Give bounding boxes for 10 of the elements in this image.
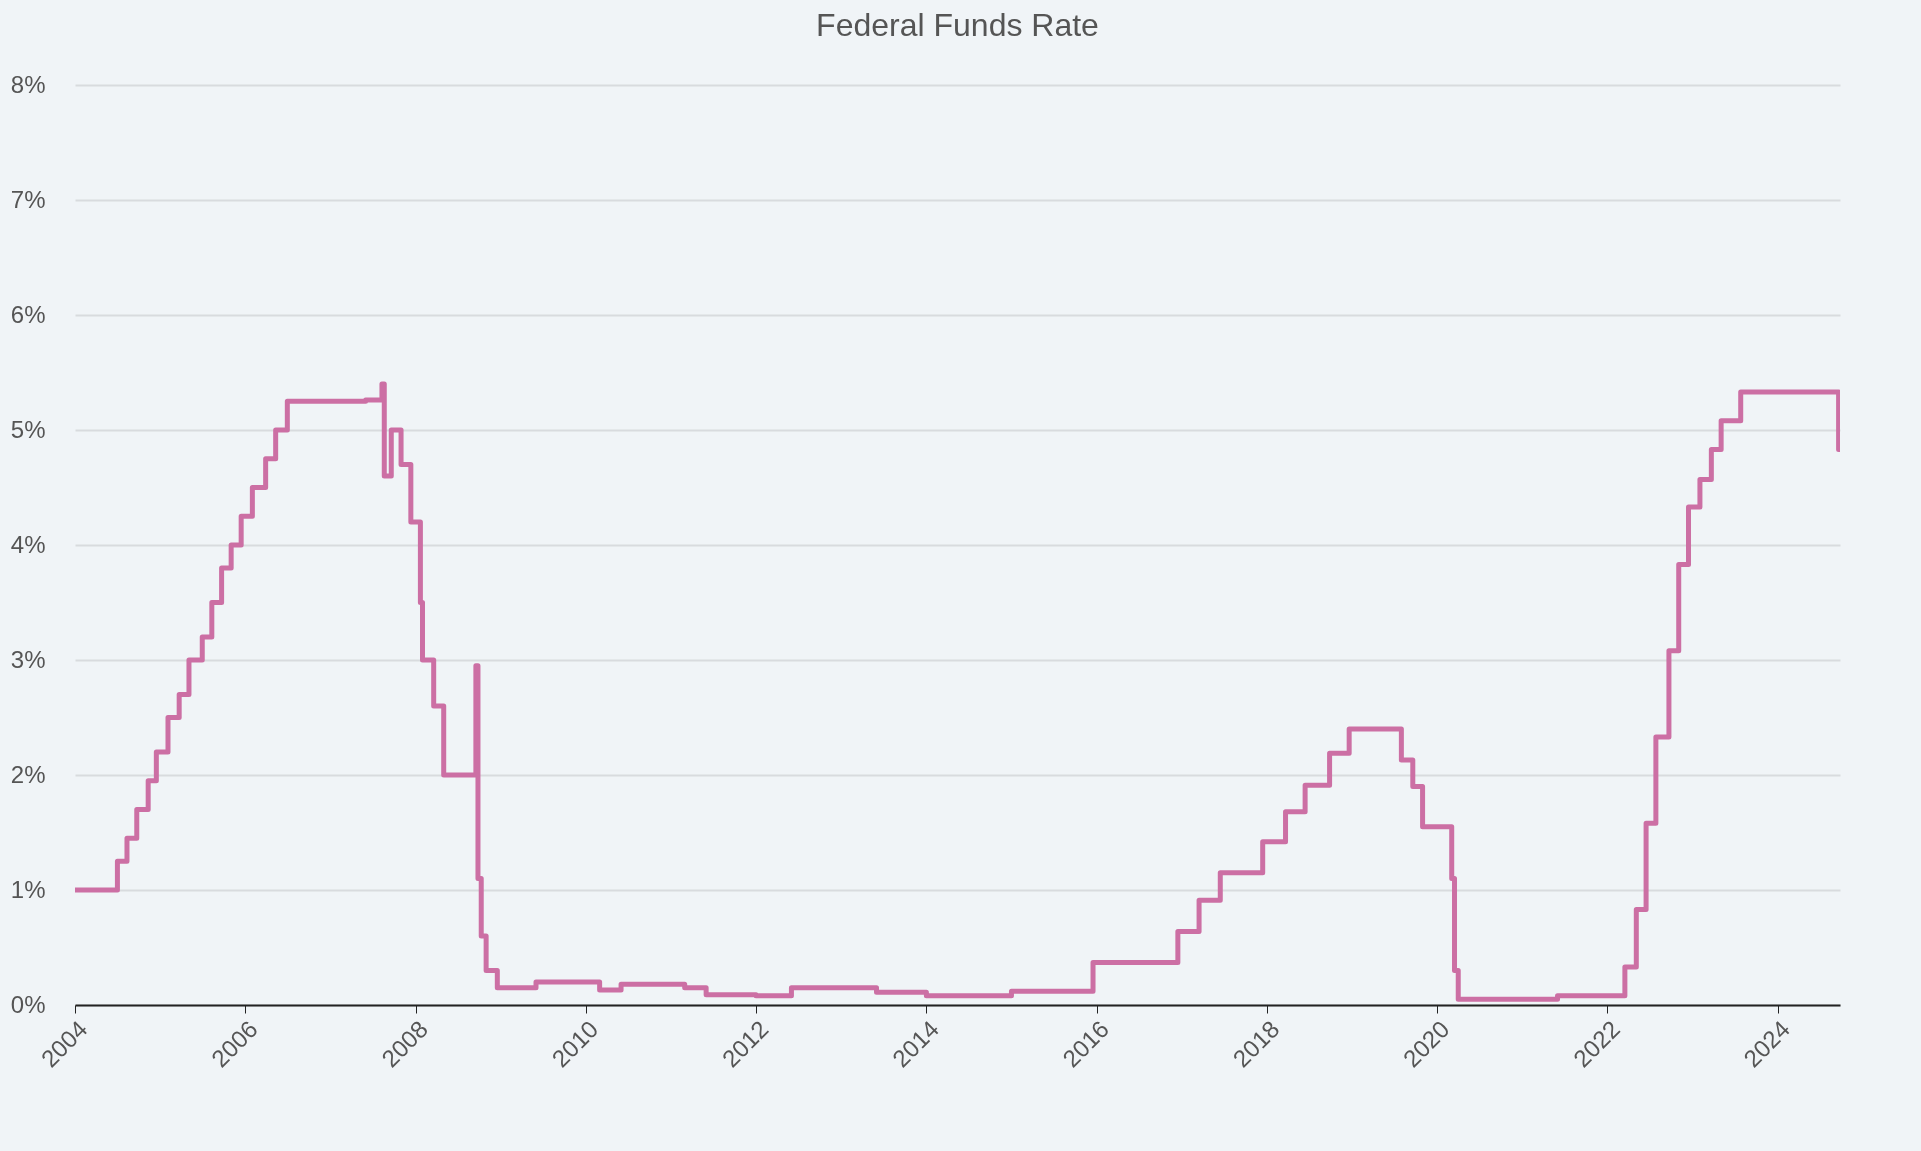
y-tick-label: 4% (10, 530, 46, 558)
y-tick-label: 1% (10, 875, 46, 903)
y-tick-label: 7% (10, 185, 46, 213)
y-tick-label: 8% (10, 70, 46, 98)
y-tick-label: 0% (10, 990, 46, 1018)
y-tick-label: 5% (10, 415, 46, 443)
y-tick-label: 2% (10, 760, 46, 788)
y-tick-label: 6% (10, 300, 46, 328)
chart-title: Federal Funds Rate (816, 7, 1099, 43)
y-tick-label: 3% (10, 645, 46, 673)
